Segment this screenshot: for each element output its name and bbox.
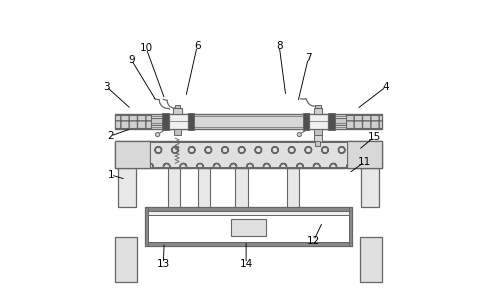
Text: 9: 9 <box>128 55 135 65</box>
Bar <box>115 116 382 127</box>
Text: 8: 8 <box>276 41 283 51</box>
Bar <box>118 144 136 207</box>
Bar <box>146 242 351 246</box>
Bar <box>347 141 382 168</box>
Bar <box>151 117 163 125</box>
Text: 3: 3 <box>103 82 110 92</box>
Text: 10: 10 <box>140 44 153 53</box>
Bar <box>163 113 169 130</box>
Text: 1: 1 <box>108 170 114 180</box>
Bar <box>168 168 180 207</box>
Bar <box>115 114 382 129</box>
Bar <box>346 115 382 128</box>
Bar <box>174 105 180 108</box>
Bar <box>315 105 321 108</box>
Bar <box>314 129 322 135</box>
Bar <box>198 168 210 207</box>
Bar <box>115 237 137 282</box>
Bar <box>115 115 151 128</box>
Bar <box>174 129 181 135</box>
Circle shape <box>297 132 301 137</box>
Bar <box>303 113 310 130</box>
Text: 2: 2 <box>107 131 114 141</box>
Bar <box>150 142 347 167</box>
Text: 12: 12 <box>307 236 320 246</box>
Text: 11: 11 <box>358 157 371 167</box>
Bar <box>360 237 382 282</box>
Text: 4: 4 <box>383 82 389 92</box>
Text: 15: 15 <box>367 132 381 142</box>
Bar <box>146 207 149 246</box>
Bar <box>231 219 266 236</box>
Bar <box>115 141 382 168</box>
Bar <box>235 168 248 207</box>
Bar <box>115 141 150 168</box>
Bar <box>187 113 194 130</box>
Bar <box>348 207 351 246</box>
Bar <box>361 144 379 207</box>
Text: 7: 7 <box>305 53 312 63</box>
Bar <box>314 135 322 142</box>
Bar <box>316 142 320 146</box>
Bar <box>169 114 187 129</box>
Bar <box>146 207 351 211</box>
Bar <box>173 108 181 114</box>
Bar <box>334 117 346 125</box>
Bar <box>146 207 351 246</box>
Bar <box>310 114 328 129</box>
Text: 6: 6 <box>194 41 200 51</box>
Bar <box>314 108 322 114</box>
Bar <box>287 168 299 207</box>
Bar <box>328 113 334 130</box>
Bar <box>149 215 348 242</box>
Text: 13: 13 <box>157 259 170 269</box>
Text: 14: 14 <box>240 259 253 269</box>
Circle shape <box>156 132 160 137</box>
